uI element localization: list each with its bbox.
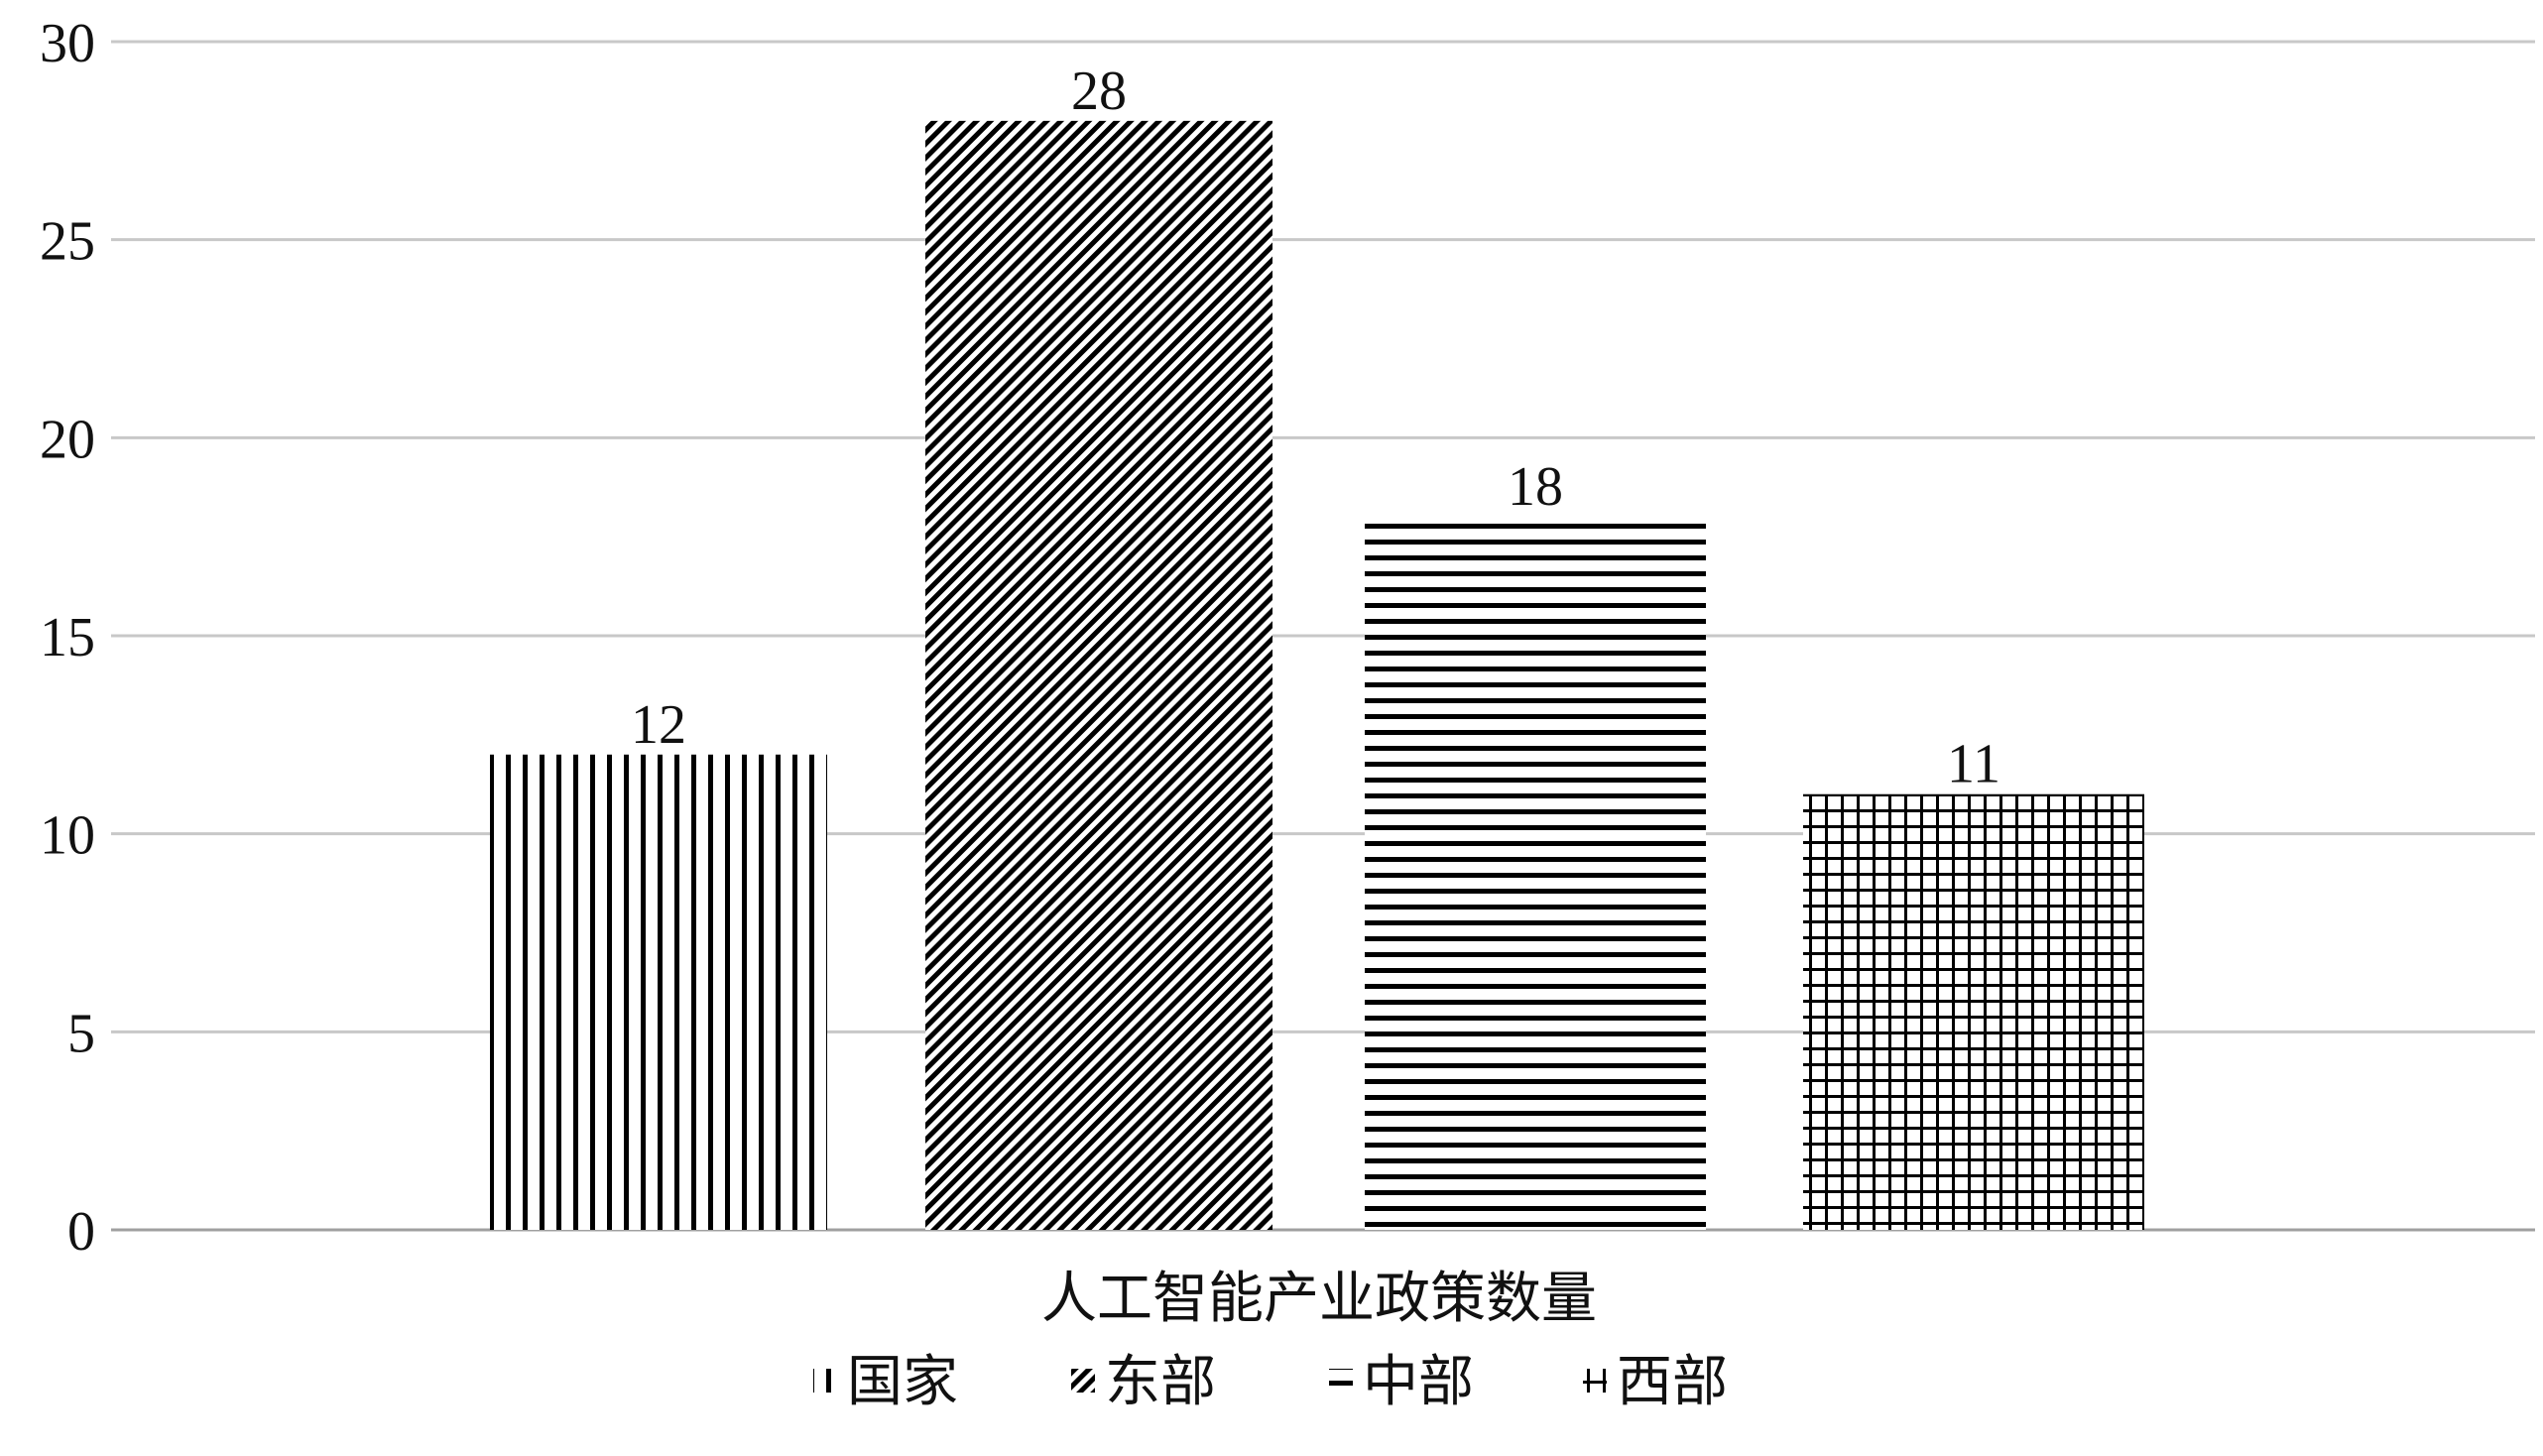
y-tick-label: 15 (40, 607, 95, 668)
x-axis-label: 人工智能产业政策数量 (1041, 1269, 1597, 1330)
legend-label: 东部 (1105, 1350, 1216, 1414)
legend-label: 西部 (1617, 1350, 1728, 1414)
legend-swatch (813, 1369, 837, 1393)
legend-label: 国家 (847, 1350, 958, 1414)
bars (490, 120, 2144, 1230)
bar-1 (490, 754, 827, 1230)
legend-label: 中部 (1363, 1350, 1474, 1414)
bar-4 (1803, 793, 2144, 1230)
y-tick-label: 20 (40, 409, 95, 470)
legend-swatch (1329, 1369, 1353, 1393)
y-axis-tick-labels: 0 5 10 15 20 25 30 (40, 13, 95, 1263)
gridlines (111, 40, 2535, 1232)
data-label: 12 (631, 694, 686, 756)
y-tick-label: 10 (40, 805, 95, 867)
data-label: 28 (1071, 61, 1127, 122)
y-tick-label: 0 (67, 1201, 95, 1263)
legend-swatch (1583, 1369, 1607, 1393)
data-labels: 12 28 18 11 (631, 61, 2000, 795)
legend-swatch (1071, 1369, 1095, 1393)
y-tick-label: 5 (67, 1003, 95, 1064)
data-label: 11 (1947, 734, 2000, 795)
y-tick-label: 30 (40, 13, 95, 74)
y-tick-label: 25 (40, 211, 95, 273)
data-label: 18 (1508, 456, 1563, 518)
bar-2 (925, 120, 1272, 1230)
bar-3 (1365, 517, 1706, 1230)
legend: 国家 东部 中部 西部 (813, 1350, 1728, 1414)
